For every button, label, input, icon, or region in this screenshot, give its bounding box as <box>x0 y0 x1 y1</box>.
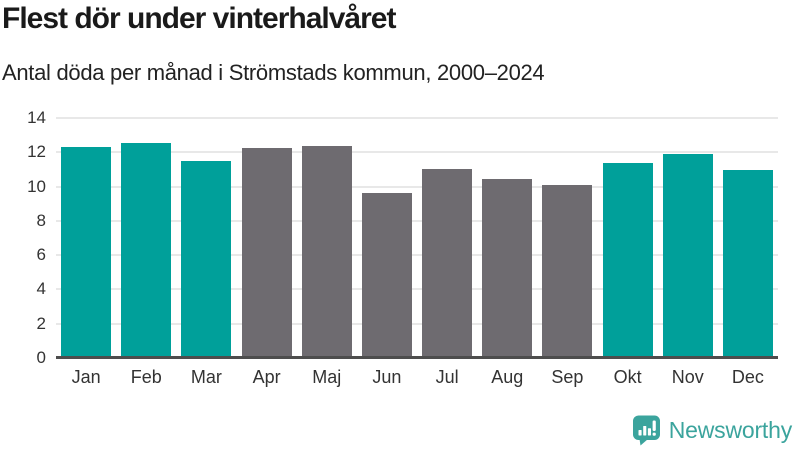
x-tick-label-jul: Jul <box>435 367 459 387</box>
x-tick-label-maj: Maj <box>312 367 342 387</box>
x-tick-label-jun: Jun <box>372 367 402 387</box>
brand-name: Newsworthy <box>668 417 792 443</box>
y-tick-label-8: 8 <box>36 210 46 230</box>
x-tick-label-dec: Dec <box>731 367 764 387</box>
gridline-4 <box>56 288 778 291</box>
gridline-2 <box>56 322 778 325</box>
chart-title: Flest dör under vinterhalvåret <box>2 2 396 35</box>
x-axis-line <box>56 356 778 359</box>
bar-nov <box>662 154 713 358</box>
bar-dec <box>722 170 773 358</box>
y-tick-label-14: 14 <box>27 108 46 127</box>
x-tick-label-nov: Nov <box>671 367 704 387</box>
x-tick-label-sep: Sep <box>551 367 584 387</box>
bar-jun <box>361 192 412 358</box>
gridline-12 <box>56 151 778 154</box>
gridline-8 <box>56 219 778 222</box>
bar-feb <box>121 142 172 358</box>
x-tick-label-feb: Feb <box>130 367 162 387</box>
newsworthy-logo-icon <box>632 415 660 446</box>
x-axis-labels: Jan Feb Mar Apr Maj Jun Jul Aug Sep Okt Nov Dec <box>56 367 778 391</box>
y-axis-labels: 0 2 4 6 8 10 12 14 <box>0 109 46 367</box>
y-tick-label-4: 4 <box>36 279 46 299</box>
bar-maj <box>301 146 352 358</box>
y-tick-label-6: 6 <box>36 245 46 265</box>
x-tick-label-aug: Aug <box>491 367 524 387</box>
gridline-10 <box>56 185 778 188</box>
bar-jan <box>61 147 112 358</box>
bar-jul <box>422 168 473 358</box>
gridline-14 <box>56 117 778 119</box>
gridline-6 <box>56 254 778 257</box>
brand-logo: Newsworthy <box>632 415 792 446</box>
x-tick-label-apr: Apr <box>252 367 281 387</box>
bar-apr <box>241 148 292 358</box>
y-tick-label-12: 12 <box>27 142 46 162</box>
bar-aug <box>482 178 533 358</box>
x-tick-label-okt: Okt <box>613 367 642 387</box>
bar-sep <box>542 184 593 358</box>
plot-area <box>56 117 778 359</box>
bar-mar <box>181 160 232 358</box>
x-tick-label-jan: Jan <box>71 367 101 387</box>
bar-okt <box>602 163 653 358</box>
y-tick-label-0: 0 <box>36 348 46 367</box>
y-tick-label-2: 2 <box>36 313 46 333</box>
x-tick-label-mar: Mar <box>190 367 222 387</box>
y-tick-label-10: 10 <box>27 176 46 196</box>
chart-subtitle: Antal döda per månad i Strömstads kommun… <box>2 60 545 85</box>
